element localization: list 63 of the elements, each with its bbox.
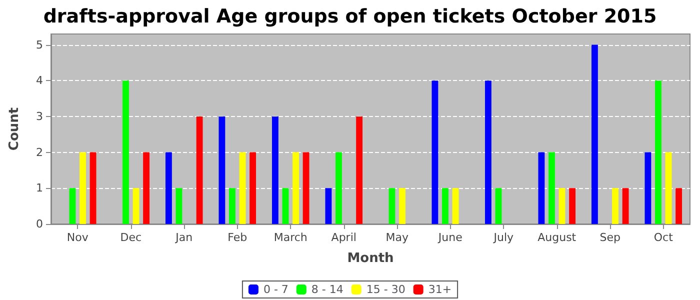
x-tick-label: July (492, 231, 514, 244)
y-axis-title: Count (7, 107, 22, 151)
bar (538, 152, 545, 224)
y-tick-label: 3 (36, 110, 43, 123)
bar (665, 152, 672, 224)
bar (69, 188, 76, 224)
chart-title: drafts-approval Age groups of open tickets October 2015 (43, 6, 657, 28)
bar (282, 188, 289, 224)
y-tick-label: 1 (36, 182, 43, 195)
bar (558, 188, 566, 224)
bar (399, 188, 406, 224)
bar (591, 44, 598, 224)
x-axis-title: Month (347, 251, 394, 266)
bar (239, 152, 246, 224)
y-tick-label: 5 (36, 38, 43, 52)
x-tick-label: Nov (66, 231, 89, 244)
x-tick-label: April (331, 231, 356, 244)
legend-label: 15 - 30 (366, 283, 406, 296)
bar (218, 116, 226, 224)
y-tick-label: 4 (36, 74, 43, 88)
bar (622, 188, 629, 224)
legend-label: 8 - 14 (311, 283, 344, 296)
bar (292, 152, 299, 224)
x-tick-label: Oct (654, 231, 674, 244)
bar (196, 116, 203, 224)
legend-label: 0 - 7 (263, 283, 288, 296)
bar (356, 116, 363, 224)
x-tick-label: Dec (120, 231, 142, 244)
bar (176, 188, 182, 224)
x-tick-label: March (274, 231, 308, 244)
x-tick-label: May (386, 231, 409, 244)
bar (388, 188, 396, 224)
bar (495, 188, 502, 224)
bar (325, 188, 332, 224)
bar (548, 152, 555, 224)
x-tick-label: Feb (228, 231, 248, 244)
bar (484, 80, 492, 224)
bar (442, 188, 448, 224)
x-tick-label: Jan (174, 231, 193, 244)
x-tick-label: August (538, 231, 577, 244)
bar (80, 152, 86, 224)
bar (612, 188, 618, 224)
y-tick-label: 0 (36, 218, 43, 230)
bar (452, 188, 459, 224)
y-tick-label: 2 (36, 146, 43, 159)
bar (655, 80, 662, 224)
bar (432, 80, 438, 224)
bar (272, 116, 278, 224)
bar (644, 152, 652, 224)
bar (250, 152, 256, 224)
bar (676, 188, 682, 224)
bar (165, 152, 172, 224)
x-tick-label: June (437, 231, 463, 244)
x-tick-label: Sep (600, 231, 621, 244)
legend-label: 31+ (428, 283, 452, 296)
bar (143, 152, 150, 224)
bar (569, 188, 576, 224)
bar (90, 152, 96, 224)
bar (132, 188, 140, 224)
bar (229, 188, 236, 224)
bar (122, 80, 129, 224)
bar (336, 152, 342, 224)
bar (302, 152, 310, 224)
